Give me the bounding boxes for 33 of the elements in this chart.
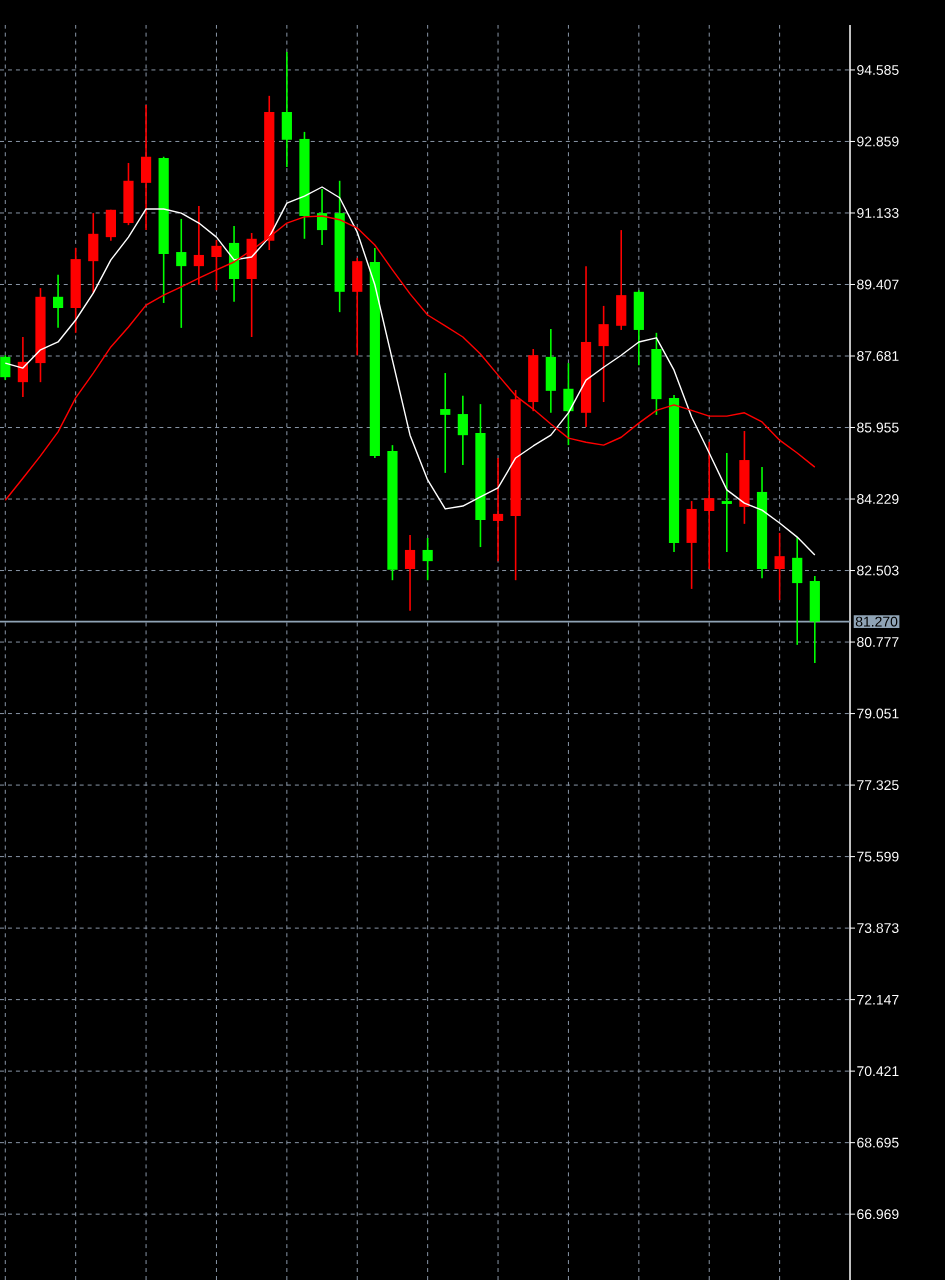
candlestick: [598, 305, 609, 403]
candlestick: [457, 395, 468, 466]
candlestick: [422, 537, 433, 581]
y-tick-label: 82.503: [857, 565, 899, 576]
y-tick-label: 77.325: [857, 780, 899, 791]
y-tick-label: 92.859: [857, 136, 899, 147]
candlestick: [0, 354, 11, 381]
candlestick: [211, 239, 222, 291]
candlestick: [774, 532, 785, 601]
candlestick: [52, 274, 64, 329]
y-tick-label: 91.133: [857, 208, 899, 218]
y-tick-label: 80.777: [857, 637, 899, 647]
candlestick: [721, 452, 732, 553]
y-tick-label: 89.407: [857, 279, 899, 290]
ref-line-label: 81.270: [855, 616, 898, 627]
candlestick: [704, 441, 715, 570]
candlestick: [440, 372, 451, 474]
candlestick: [563, 362, 574, 446]
y-tick-label: 75.599: [857, 851, 899, 862]
y-tick-label: 73.873: [857, 923, 899, 934]
candlestick: [404, 534, 416, 612]
candlestick: [176, 218, 187, 329]
y-tick-label: 84.229: [857, 494, 899, 504]
y-tick-label: 79.051: [857, 708, 899, 719]
y-tick-label: 72.147: [857, 994, 899, 1005]
y-tick-label: 85.955: [857, 422, 899, 433]
line-series: [4, 186, 816, 556]
candlestick: [492, 457, 504, 562]
y-tick-label: 68.695: [857, 1137, 899, 1148]
y-tick-label: 87.681: [857, 351, 899, 361]
y-tick-label: 66.969: [857, 1209, 899, 1220]
y-tick-label: 94.585: [857, 65, 899, 75]
y-tick-label: 70.421: [857, 1066, 899, 1077]
